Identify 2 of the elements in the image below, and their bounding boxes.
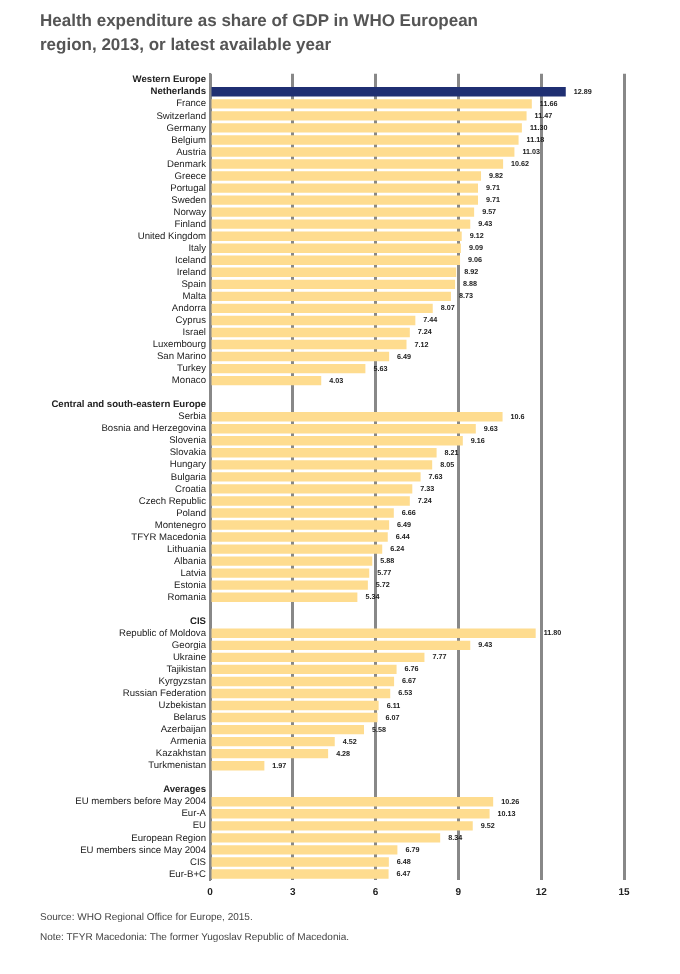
chart-title: Health expenditure as share of GDP in WHO European region, 2013, or latest available year [40,8,480,56]
bar [211,87,566,97]
